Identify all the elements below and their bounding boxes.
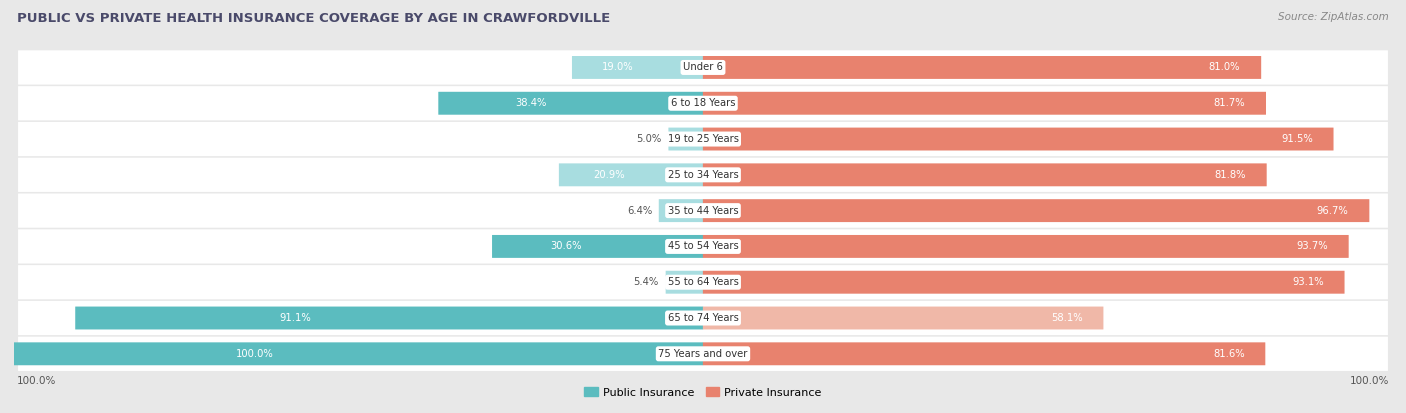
Text: 6 to 18 Years: 6 to 18 Years [671,98,735,108]
FancyBboxPatch shape [703,92,1265,115]
Text: 6.4%: 6.4% [627,206,652,216]
FancyBboxPatch shape [572,56,703,79]
Text: 81.7%: 81.7% [1213,98,1246,108]
FancyBboxPatch shape [18,158,1388,192]
FancyBboxPatch shape [439,92,703,115]
Text: 100.0%: 100.0% [17,376,56,386]
Text: 55 to 64 Years: 55 to 64 Years [668,277,738,287]
Text: 25 to 34 Years: 25 to 34 Years [668,170,738,180]
Text: 58.1%: 58.1% [1050,313,1083,323]
Legend: Public Insurance, Private Insurance: Public Insurance, Private Insurance [579,383,827,402]
FancyBboxPatch shape [703,342,1265,365]
FancyBboxPatch shape [76,306,703,330]
Text: 30.6%: 30.6% [550,242,582,252]
Text: 100.0%: 100.0% [1350,376,1389,386]
Text: 38.4%: 38.4% [516,98,547,108]
FancyBboxPatch shape [659,199,703,222]
Text: 19 to 25 Years: 19 to 25 Years [668,134,738,144]
Text: 5.0%: 5.0% [637,134,662,144]
Text: 96.7%: 96.7% [1317,206,1348,216]
FancyBboxPatch shape [18,229,1388,263]
FancyBboxPatch shape [18,301,1388,335]
Text: 20.9%: 20.9% [593,170,626,180]
FancyBboxPatch shape [703,199,1369,222]
FancyBboxPatch shape [492,235,703,258]
Text: Under 6: Under 6 [683,62,723,72]
Text: 81.6%: 81.6% [1213,349,1244,359]
FancyBboxPatch shape [18,265,1388,299]
Text: 75 Years and over: 75 Years and over [658,349,748,359]
FancyBboxPatch shape [18,194,1388,228]
Text: 81.0%: 81.0% [1209,62,1240,72]
FancyBboxPatch shape [18,337,1388,371]
FancyBboxPatch shape [703,271,1344,294]
Text: 35 to 44 Years: 35 to 44 Years [668,206,738,216]
Text: 100.0%: 100.0% [236,349,274,359]
Text: 91.1%: 91.1% [280,313,311,323]
FancyBboxPatch shape [665,271,703,294]
FancyBboxPatch shape [18,50,1388,85]
Text: 91.5%: 91.5% [1281,134,1313,144]
Text: 93.1%: 93.1% [1292,277,1323,287]
Text: Source: ZipAtlas.com: Source: ZipAtlas.com [1278,12,1389,22]
FancyBboxPatch shape [703,56,1261,79]
Text: PUBLIC VS PRIVATE HEALTH INSURANCE COVERAGE BY AGE IN CRAWFORDVILLE: PUBLIC VS PRIVATE HEALTH INSURANCE COVER… [17,12,610,25]
FancyBboxPatch shape [703,306,1104,330]
Text: 19.0%: 19.0% [602,62,634,72]
Text: 5.4%: 5.4% [634,277,659,287]
FancyBboxPatch shape [703,235,1348,258]
FancyBboxPatch shape [668,128,703,150]
FancyBboxPatch shape [703,128,1333,150]
Text: 93.7%: 93.7% [1296,242,1327,252]
FancyBboxPatch shape [18,122,1388,156]
Text: 45 to 54 Years: 45 to 54 Years [668,242,738,252]
FancyBboxPatch shape [18,86,1388,120]
FancyBboxPatch shape [703,164,1267,186]
FancyBboxPatch shape [558,164,703,186]
Text: 81.8%: 81.8% [1215,170,1246,180]
Text: 65 to 74 Years: 65 to 74 Years [668,313,738,323]
FancyBboxPatch shape [14,342,703,365]
